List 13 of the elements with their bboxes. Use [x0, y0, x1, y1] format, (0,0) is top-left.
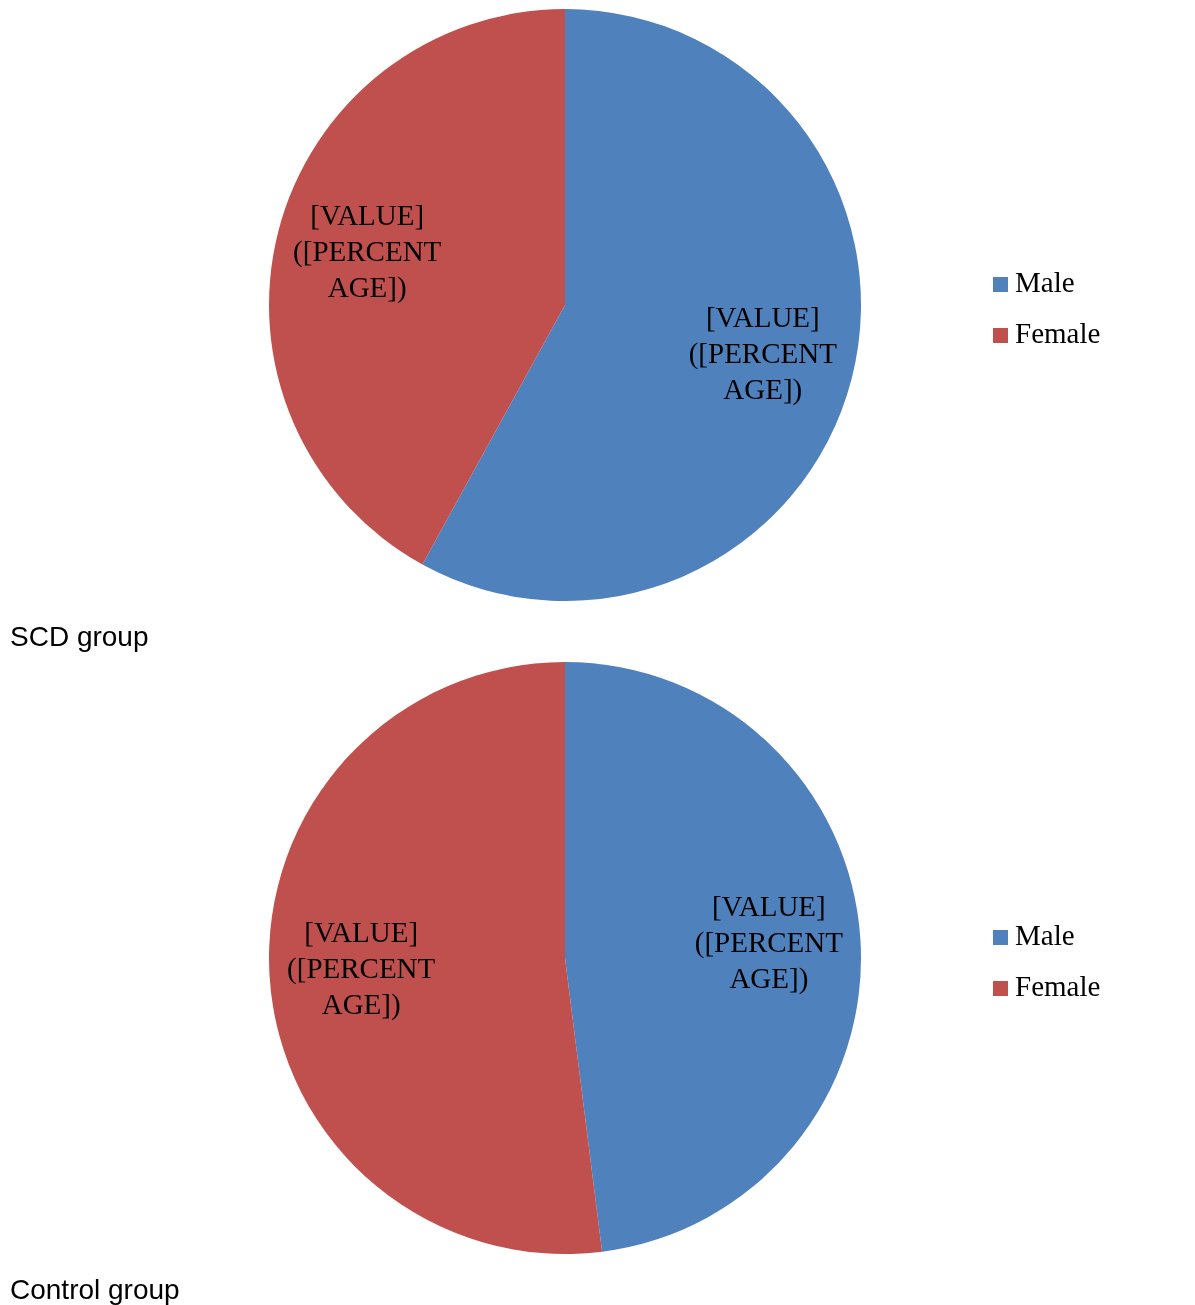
legend-label: Male — [1015, 918, 1075, 951]
legend-label: Male — [1015, 265, 1075, 298]
pie-slice — [269, 662, 603, 1254]
text: SCD group — [10, 621, 149, 652]
data-label: [VALUE] ([PERCENTAGE]) — [287, 915, 436, 1021]
pie-slice — [565, 662, 861, 1252]
text: Control group — [10, 1274, 180, 1305]
data-label: [VALUE] ([PERCENTAGE]) — [293, 198, 442, 304]
data-label: [VALUE] ([PERCENTAGE]) — [694, 889, 844, 995]
legend-label: Female — [1015, 969, 1101, 1002]
pie-slice — [269, 9, 565, 565]
legend-label: Female — [1015, 316, 1101, 349]
data-label: [VALUE] ([PERCENTAGE]) — [688, 300, 838, 406]
